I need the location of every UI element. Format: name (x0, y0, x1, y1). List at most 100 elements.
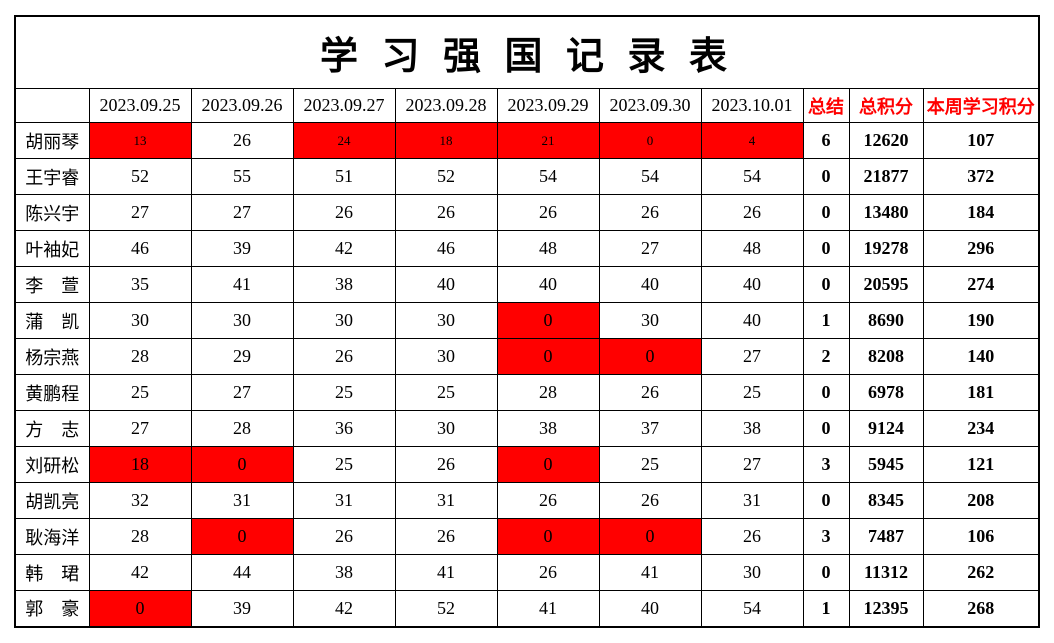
total-score-cell: 12620 (848, 122, 924, 159)
day-score-cell: 40 (598, 590, 702, 627)
table-row: 王宇睿 52 55 51 52 54 54 54 0 21877 372 (14, 158, 1040, 195)
day-score-cell: 28 (496, 374, 600, 411)
week-score-cell: 234 (922, 410, 1040, 447)
summary-cell: 0 (802, 266, 850, 303)
day-score-cell: 46 (88, 230, 192, 267)
week-score-cell: 268 (922, 590, 1040, 627)
name-cell: 胡丽琴 (14, 122, 90, 159)
day-score-cell: 52 (394, 590, 498, 627)
day-score-cell: 26 (598, 374, 702, 411)
table-row: 韩 珺 42 44 38 41 26 41 30 0 11312 262 (14, 554, 1040, 591)
name-cell: 杨宗燕 (14, 338, 90, 375)
summary-cell: 3 (802, 446, 850, 483)
day-score-cell: 30 (190, 302, 294, 339)
day-score-cell: 30 (598, 302, 702, 339)
date-header-cell: 2023.09.25 (88, 88, 192, 123)
day-score-cell: 27 (88, 410, 192, 447)
day-score-cell: 27 (598, 230, 702, 267)
day-score-cell: 52 (394, 158, 498, 195)
day-score-cell: 13 (88, 122, 192, 159)
summary-cell: 0 (802, 230, 850, 267)
table-row: 陈兴宇 27 27 26 26 26 26 26 0 13480 184 (14, 194, 1040, 231)
day-score-cell: 30 (394, 302, 498, 339)
date-header-cell: 2023.09.26 (190, 88, 294, 123)
name-cell: 郭 豪 (14, 590, 90, 627)
total-score-cell: 7487 (848, 518, 924, 555)
day-score-cell: 0 (88, 590, 192, 627)
day-score-cell: 40 (700, 302, 804, 339)
date-header-cell: 2023.09.29 (496, 88, 600, 123)
summary-cell: 0 (802, 194, 850, 231)
day-score-cell: 39 (190, 230, 294, 267)
day-score-cell: 18 (88, 446, 192, 483)
day-score-cell: 30 (88, 302, 192, 339)
day-score-cell: 26 (598, 194, 702, 231)
day-score-cell: 40 (598, 266, 702, 303)
day-score-cell: 29 (190, 338, 294, 375)
page-title: 学 习 强 国 记 录 表 (14, 15, 1040, 89)
summary-cell: 2 (802, 338, 850, 375)
week-score-cell: 184 (922, 194, 1040, 231)
name-cell: 耿海洋 (14, 518, 90, 555)
day-score-cell: 25 (292, 374, 396, 411)
summary-cell: 0 (802, 410, 850, 447)
summary-cell: 0 (802, 554, 850, 591)
day-score-cell: 0 (598, 122, 702, 159)
table-body: 胡丽琴 13 26 24 18 21 0 4 6 12620 107 王宇睿 52 55 51 52 54 54 5… (14, 122, 1040, 627)
day-score-cell: 38 (292, 266, 396, 303)
day-score-cell: 28 (190, 410, 294, 447)
day-score-cell: 0 (598, 518, 702, 555)
day-score-cell: 31 (394, 482, 498, 519)
table-row: 耿海洋 28 0 26 26 0 0 26 3 7487 106 (14, 518, 1040, 555)
day-score-cell: 0 (496, 446, 600, 483)
day-score-cell: 54 (496, 158, 600, 195)
week-score-cell: 106 (922, 518, 1040, 555)
header-row: 2023.09.25 2023.09.26 2023.09.27 2023.09.28… (14, 88, 1040, 123)
day-score-cell: 40 (394, 266, 498, 303)
total-score-cell: 5945 (848, 446, 924, 483)
total-score-cell: 13480 (848, 194, 924, 231)
day-score-cell: 48 (700, 230, 804, 267)
day-score-cell: 27 (190, 374, 294, 411)
day-score-cell: 41 (394, 554, 498, 591)
day-score-cell: 54 (700, 158, 804, 195)
day-score-cell: 25 (598, 446, 702, 483)
table-row: 郭 豪 0 39 42 52 41 40 54 1 12395 268 (14, 590, 1040, 627)
week-score-cell: 262 (922, 554, 1040, 591)
name-cell: 胡凯亮 (14, 482, 90, 519)
day-score-cell: 18 (394, 122, 498, 159)
day-score-cell: 40 (700, 266, 804, 303)
name-cell: 方 志 (14, 410, 90, 447)
day-score-cell: 0 (598, 338, 702, 375)
day-score-cell: 41 (496, 590, 600, 627)
day-score-cell: 24 (292, 122, 396, 159)
date-header-cell: 2023.09.30 (598, 88, 702, 123)
day-score-cell: 26 (598, 482, 702, 519)
day-score-cell: 42 (88, 554, 192, 591)
day-score-cell: 42 (292, 230, 396, 267)
day-score-cell: 51 (292, 158, 396, 195)
day-score-cell: 26 (292, 338, 396, 375)
table-row: 蒲 凯 30 30 30 30 0 30 40 1 8690 190 (14, 302, 1040, 339)
day-score-cell: 25 (292, 446, 396, 483)
total-score-cell: 21877 (848, 158, 924, 195)
day-score-cell: 36 (292, 410, 396, 447)
summary-cell: 1 (802, 302, 850, 339)
summary-cell: 6 (802, 122, 850, 159)
day-score-cell: 39 (190, 590, 294, 627)
day-score-cell: 0 (496, 302, 600, 339)
summary-header-cell: 本周学习积分 (922, 88, 1040, 123)
total-score-cell: 8690 (848, 302, 924, 339)
day-score-cell: 38 (700, 410, 804, 447)
table-row: 胡丽琴 13 26 24 18 21 0 4 6 12620 107 (14, 122, 1040, 159)
table-row: 李 萱 35 41 38 40 40 40 40 0 20595 274 (14, 266, 1040, 303)
day-score-cell: 31 (292, 482, 396, 519)
day-score-cell: 38 (292, 554, 396, 591)
day-score-cell: 0 (190, 518, 294, 555)
week-score-cell: 190 (922, 302, 1040, 339)
day-score-cell: 28 (88, 338, 192, 375)
day-score-cell: 27 (700, 446, 804, 483)
name-cell: 王宇睿 (14, 158, 90, 195)
week-score-cell: 296 (922, 230, 1040, 267)
day-score-cell: 32 (88, 482, 192, 519)
